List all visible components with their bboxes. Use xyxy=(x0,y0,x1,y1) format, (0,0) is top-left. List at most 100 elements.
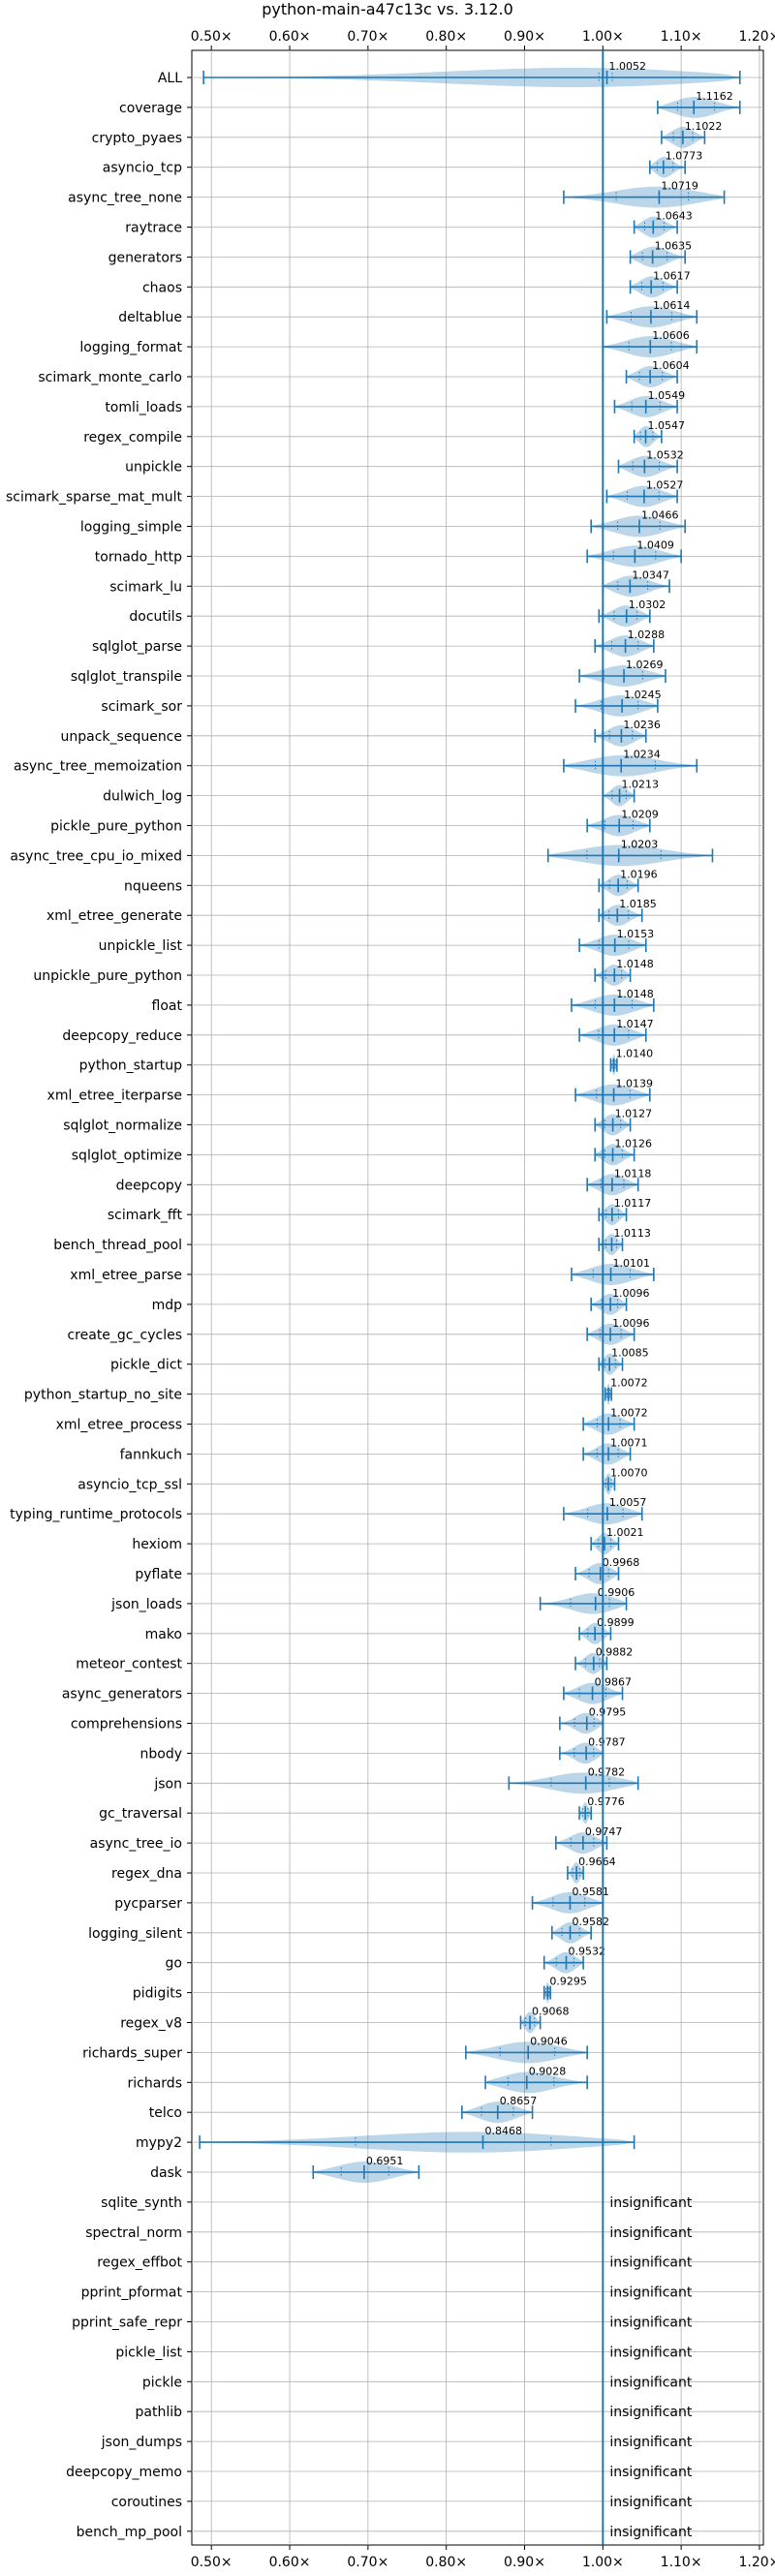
median-value-label: 0.6951 xyxy=(366,2155,404,2167)
median-value-label: 1.0148 xyxy=(616,988,654,1000)
x-tick-label-top: 0.60× xyxy=(269,29,311,45)
insignificant-label: insignificant xyxy=(609,2405,693,2420)
median-value-label: 1.0614 xyxy=(653,299,691,312)
benchmark-label: comprehensions xyxy=(71,1717,182,1733)
violin-sqlglot_parse xyxy=(594,635,655,658)
benchmark-label: nqueens xyxy=(124,878,182,894)
median-value-label: 0.9046 xyxy=(530,2035,568,2047)
x-tick-label-top: 0.90× xyxy=(504,29,545,45)
benchmark-label: asyncio_tcp xyxy=(103,161,182,176)
benchmark-label: tomli_loads xyxy=(105,400,182,415)
insignificant-label: insignificant xyxy=(609,2255,693,2271)
violin-meteor_contest xyxy=(574,1652,608,1674)
violin-async_tree_cpu_io_mixed xyxy=(546,844,714,867)
violin-go xyxy=(542,1951,584,1974)
median-value-label: 1.0409 xyxy=(636,538,674,551)
median-value-label: 1.0127 xyxy=(615,1108,653,1120)
benchmark-label: async_tree_none xyxy=(68,191,182,206)
violin-hexiom xyxy=(590,1533,620,1555)
x-tick-label-top: 1.20× xyxy=(739,29,775,45)
benchmark-label: typing_runtime_protocols xyxy=(10,1507,182,1522)
violin-logging_format xyxy=(602,336,698,358)
median-value-label: 1.0635 xyxy=(655,239,693,252)
median-value-label: 0.9664 xyxy=(578,1855,616,1868)
violin-logging_simple xyxy=(590,515,686,537)
benchmark-label: mako xyxy=(145,1627,182,1642)
benchmark-label: xml_etree_process xyxy=(56,1418,182,1433)
benchmark-label: scimark_monte_carlo xyxy=(38,370,182,385)
benchmark-label: bench_mp_pool xyxy=(77,2525,182,2540)
violin-deepcopy xyxy=(586,1174,639,1196)
benchmark-label: pprint_pformat xyxy=(81,2285,183,2301)
x-tick-label-top: 1.00× xyxy=(582,29,624,45)
insignificant-label: insignificant xyxy=(609,2315,693,2331)
median-value-label: 1.0466 xyxy=(641,509,679,522)
benchmark-label: json_loads xyxy=(110,1597,182,1612)
violin-regex_compile xyxy=(633,425,663,447)
benchmark-label: tornado_http xyxy=(95,549,182,565)
insignificant-label: insignificant xyxy=(609,2345,693,2360)
median-value-label: 1.0057 xyxy=(609,1496,647,1509)
benchmark-label: regex_v8 xyxy=(120,2016,182,2032)
benchmark-label: pickle xyxy=(142,2375,182,2390)
violin-scimark_monte_carlo xyxy=(625,366,678,387)
benchmark-label: python_startup_no_site xyxy=(24,1388,182,1403)
violin-dask xyxy=(312,2162,420,2183)
median-value-label: 0.9581 xyxy=(572,1886,609,1898)
chart-title: python-main-a47c13c vs. 3.12.0 xyxy=(262,0,513,18)
median-value-label: 1.0185 xyxy=(619,898,657,910)
median-value-label: 0.8468 xyxy=(484,2125,521,2137)
benchmark-label: meteor_contest xyxy=(76,1657,182,1672)
median-value-label: 1.0347 xyxy=(632,568,669,581)
benchmark-label: richards_super xyxy=(82,2045,182,2061)
benchmark-label: logging_simple xyxy=(80,520,182,536)
insignificant-label: insignificant xyxy=(609,2435,693,2450)
x-tick-label-bottom: 1.10× xyxy=(661,2555,702,2570)
benchmark-label: richards xyxy=(128,2075,183,2091)
benchmark-label: deepcopy_reduce xyxy=(62,1028,182,1044)
benchmark-label: unpickle_pure_python xyxy=(33,968,182,984)
benchmark-label: pickle_pure_python xyxy=(50,819,182,835)
violin-regex_v8 xyxy=(519,2011,542,2034)
insignificant-label: insignificant xyxy=(609,2285,693,2301)
median-value-label: 1.0148 xyxy=(616,958,654,970)
violin-fannkuch xyxy=(582,1443,632,1465)
benchmark-label: unpickle xyxy=(125,460,182,475)
violin-async_tree_none xyxy=(563,186,726,208)
benchmark-label: regex_dna xyxy=(111,1866,182,1882)
x-tick-label-bottom: 0.80× xyxy=(425,2555,467,2570)
violin-nqueens xyxy=(598,874,639,897)
median-value-label: 1.0288 xyxy=(628,629,666,641)
benchmark-label: scimark_lu xyxy=(109,579,182,595)
median-value-label: 1.0213 xyxy=(622,779,660,791)
benchmark-label: asyncio_tcp_ssl xyxy=(78,1477,182,1492)
x-tick-label-top: 0.70× xyxy=(347,29,388,45)
median-value-label: 1.0203 xyxy=(621,838,659,850)
violin-scimark_sparse_mat_mult xyxy=(605,485,678,507)
benchmark-label: sqlite_synth xyxy=(101,2195,182,2211)
violin-regex_dna xyxy=(567,1862,584,1884)
violin-xml_etree_iterparse xyxy=(574,1084,651,1106)
benchmark-label: telco xyxy=(149,2105,182,2121)
x-tick-label-top: 0.80× xyxy=(425,29,467,45)
median-value-label: 1.0101 xyxy=(612,1257,650,1270)
benchmark-label: pickle_dict xyxy=(110,1358,183,1373)
benchmark-label: float xyxy=(152,998,183,1014)
benchmark-label: deltablue xyxy=(118,310,182,325)
median-value-label: 1.0604 xyxy=(652,359,690,372)
violin-gc_traversal xyxy=(578,1802,592,1825)
violin-docutils xyxy=(598,605,651,628)
violin-deepcopy_reduce xyxy=(578,1024,647,1046)
benchmark-label: unpickle_list xyxy=(99,938,183,954)
violin-chaos xyxy=(629,276,678,298)
benchmark-label: sqlglot_normalize xyxy=(63,1119,182,1134)
median-value-label: 1.0126 xyxy=(614,1137,652,1150)
benchmark-label: pyflate xyxy=(135,1567,182,1582)
median-value-label: 0.9882 xyxy=(596,1646,634,1659)
benchmark-label: pycparser xyxy=(114,1896,182,1912)
median-value-label: 1.0096 xyxy=(612,1287,650,1300)
median-value-label: 1.1022 xyxy=(685,120,723,133)
median-value-label: 0.9968 xyxy=(603,1556,640,1569)
median-value-label: 1.0096 xyxy=(612,1317,650,1330)
